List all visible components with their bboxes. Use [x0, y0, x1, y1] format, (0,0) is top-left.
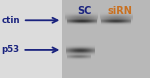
Text: p53: p53 [2, 45, 57, 54]
Text: SC: SC [78, 6, 92, 16]
Text: siRN: siRN [108, 6, 132, 16]
FancyBboxPatch shape [62, 0, 150, 78]
Text: ctin: ctin [2, 16, 57, 25]
